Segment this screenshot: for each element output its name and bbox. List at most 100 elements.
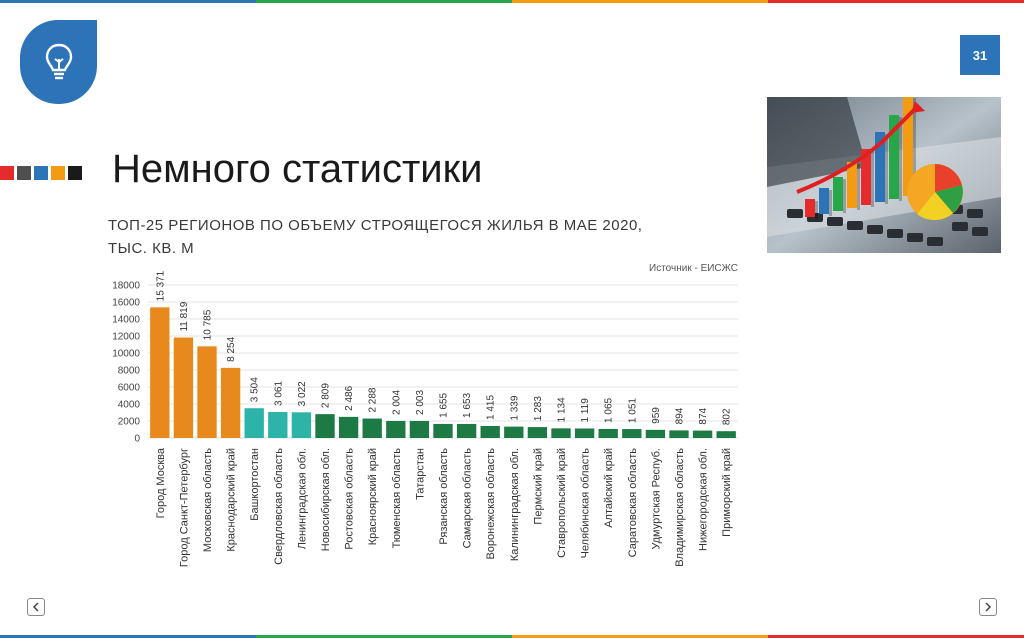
illustration-bar-shade [899, 117, 902, 201]
bar-value-label: 2 288 [368, 387, 379, 412]
illustration-bar [903, 97, 913, 196]
bar [504, 426, 524, 438]
top-color-bar [0, 0, 1024, 3]
y-tick-label: 16000 [112, 298, 140, 309]
y-tick-label: 4000 [118, 400, 141, 411]
category-label: Приморский край [721, 448, 733, 537]
category-label: Красноярский край [367, 448, 379, 545]
decor-square [17, 166, 31, 180]
bar [173, 337, 194, 438]
illustration-bar-shade [871, 151, 874, 207]
category-label: Пермский край [532, 448, 544, 525]
category-label: Удмуртская Респуб. [650, 448, 662, 550]
category-label: Саратовская область [627, 448, 639, 558]
lightbulb-icon [45, 43, 72, 80]
category-label: Владимирская область [674, 448, 686, 567]
category-label: Самарская область [462, 448, 474, 549]
bar [456, 423, 477, 438]
bar-value-label: 1 051 [627, 398, 638, 423]
bar-value-label: 2 486 [344, 385, 355, 410]
category-label: Башкортостан [249, 448, 261, 521]
bar-value-label: 3 504 [250, 377, 261, 402]
bar [598, 428, 618, 438]
bar [574, 428, 595, 438]
logo-badge [20, 20, 97, 104]
y-tick-label: 2000 [118, 417, 141, 428]
bar [409, 420, 430, 438]
illustration-bar [805, 199, 815, 217]
bar [692, 430, 713, 438]
illustration-bar-shade [843, 179, 846, 213]
y-tick-label: 0 [134, 434, 140, 445]
category-label: Краснодарский край [226, 448, 238, 552]
chevron-left-icon [32, 602, 39, 612]
bar-value-label: 8 254 [226, 336, 237, 361]
y-tick-label: 8000 [118, 366, 141, 377]
illustration-bar-shade [913, 98, 916, 198]
bar-value-label: 11 819 [179, 301, 190, 331]
decor-square [51, 166, 65, 180]
y-tick-label: 6000 [118, 383, 141, 394]
bar-value-label: 2 003 [415, 390, 426, 415]
bar-value-label: 1 119 [580, 398, 591, 423]
bar-value-label: 894 [675, 407, 686, 424]
category-label: Город Санкт-Петербург [178, 448, 190, 567]
bar-value-label: 15 371 [155, 270, 166, 301]
bar-chart: ТОП-25 РЕГИОНОВ ПО ОБЪЕМУ СТРОЯЩЕГОСЯ ЖИ… [108, 217, 738, 567]
illustration-bar [889, 115, 899, 199]
bar [150, 307, 170, 438]
bar [291, 412, 312, 438]
bar [268, 411, 288, 438]
bar-value-label: 1 339 [509, 395, 520, 420]
illustration-bar-shade [857, 164, 860, 210]
y-tick-label: 18000 [112, 281, 140, 292]
bar-value-label: 1 065 [604, 397, 615, 422]
bar-value-label: 1 415 [486, 395, 497, 420]
bar [386, 420, 406, 438]
illustration-bar [819, 188, 829, 214]
bar [197, 346, 217, 438]
bar [220, 367, 241, 438]
category-label: Ростовская область [344, 448, 356, 550]
decor-squares [0, 166, 82, 180]
bar-value-label: 1 134 [557, 397, 568, 422]
decor-square [68, 166, 82, 180]
category-label: Челябинская область [580, 448, 592, 559]
chart-source: Источник - ЕИСЖС [649, 263, 738, 274]
illustration-bar [861, 149, 871, 205]
category-label: Воронежская область [485, 448, 497, 560]
category-label: Ленинградская обл. [296, 448, 308, 549]
prev-slide-button[interactable] [27, 598, 45, 616]
illustration-image [767, 97, 1001, 253]
decor-square [34, 166, 48, 180]
illustration-bar-shade [885, 134, 888, 204]
illustration-bar [875, 132, 885, 202]
next-slide-button[interactable] [979, 598, 997, 616]
category-label: Новосибирская обл. [320, 448, 332, 551]
bottom-color-bar [0, 635, 1024, 638]
bar [551, 428, 571, 438]
bar-value-label: 802 [722, 408, 733, 425]
bar-value-label: 1 653 [462, 392, 473, 417]
chevron-right-icon [985, 602, 992, 612]
bar [362, 418, 382, 438]
illustration-bar [833, 177, 843, 211]
category-label: Нижегородская обл. [698, 448, 710, 551]
bar-value-label: 2 004 [391, 390, 402, 415]
category-label: Тюменская область [391, 448, 403, 549]
category-label: Город Москва [155, 447, 167, 518]
bar-value-label: 2 809 [321, 383, 332, 408]
illustration-bar [847, 162, 857, 208]
bar [622, 429, 642, 438]
bar-value-label: 959 [651, 407, 662, 424]
statistics-illustration [767, 97, 1001, 253]
illustration-bar-shade [829, 190, 832, 216]
category-label: Калининградская обл. [509, 448, 521, 561]
category-label: Ставропольский край [556, 448, 568, 558]
decor-square [0, 166, 14, 180]
y-tick-label: 14000 [112, 315, 140, 326]
bar-value-label: 10 785 [203, 309, 214, 340]
bar [244, 408, 264, 438]
bar [433, 423, 453, 438]
chart-title-line-2: ТЫС. КВ. М [108, 240, 194, 257]
